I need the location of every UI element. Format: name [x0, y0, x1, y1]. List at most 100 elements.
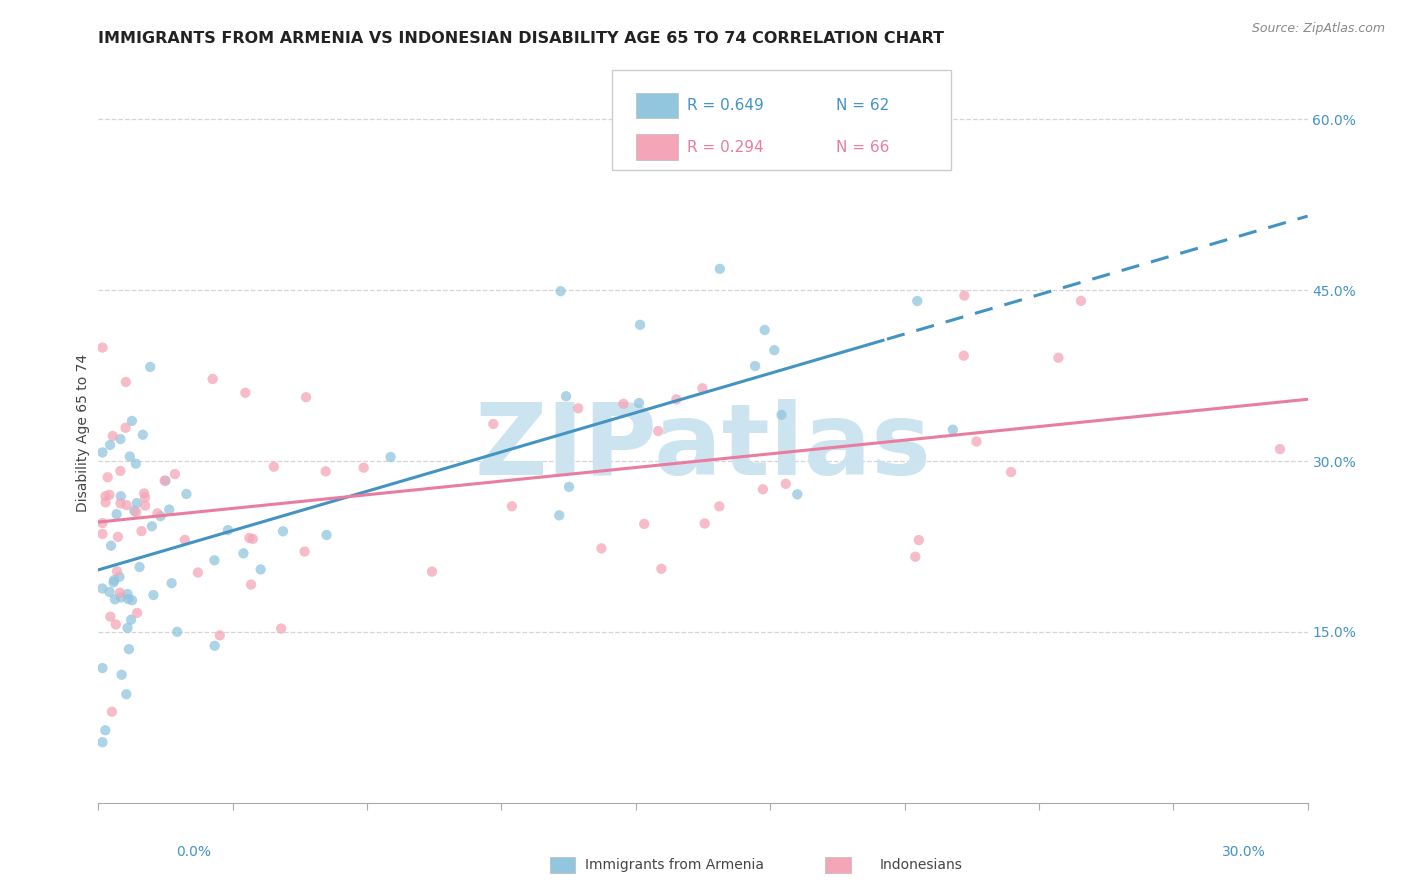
Point	[555, 389, 578, 403]
Point	[942, 423, 965, 437]
Point	[118, 450, 141, 464]
Point	[263, 459, 285, 474]
Point	[752, 483, 775, 497]
Point	[103, 573, 125, 587]
Point	[1268, 442, 1291, 456]
Point	[420, 565, 443, 579]
Text: 30.0%: 30.0%	[1222, 845, 1265, 859]
Point	[754, 323, 776, 337]
Text: IMMIGRANTS FROM ARMENIA VS INDONESIAN DISABILITY AGE 65 TO 74 CORRELATION CHART: IMMIGRANTS FROM ARMENIA VS INDONESIAN DI…	[98, 31, 945, 46]
Point	[101, 429, 124, 443]
Point	[117, 621, 139, 635]
Point	[270, 622, 292, 636]
FancyBboxPatch shape	[637, 135, 678, 160]
Point	[105, 565, 128, 579]
Point	[204, 639, 226, 653]
Point	[139, 359, 162, 374]
Text: N = 62: N = 62	[837, 98, 889, 113]
Point	[187, 566, 209, 580]
Point	[134, 491, 156, 505]
Point	[114, 375, 136, 389]
Point	[108, 586, 131, 600]
Point	[1000, 465, 1022, 479]
Point	[558, 480, 581, 494]
Point	[110, 464, 132, 478]
Point	[242, 532, 264, 546]
Point	[567, 401, 589, 416]
Text: Source: ZipAtlas.com: Source: ZipAtlas.com	[1251, 22, 1385, 36]
Point	[115, 498, 138, 512]
Point	[141, 519, 163, 533]
Point	[176, 487, 198, 501]
Point	[110, 667, 132, 681]
Text: Immigrants from Armenia: Immigrants from Armenia	[585, 858, 765, 872]
Point	[628, 318, 651, 332]
Point	[650, 562, 672, 576]
Point	[775, 476, 797, 491]
Point	[91, 582, 114, 596]
Point	[122, 504, 145, 518]
Point	[633, 516, 655, 531]
Point	[647, 424, 669, 438]
Point	[295, 390, 318, 404]
Point	[155, 474, 177, 488]
FancyBboxPatch shape	[613, 70, 950, 169]
Point	[100, 539, 122, 553]
Point	[905, 293, 928, 308]
Point	[91, 735, 114, 749]
Point	[217, 523, 239, 537]
Point	[249, 562, 271, 576]
Point	[121, 593, 143, 607]
Point	[94, 489, 117, 503]
Point	[965, 434, 987, 449]
Point	[201, 372, 224, 386]
Text: ZIPatlas: ZIPatlas	[475, 399, 931, 496]
Point	[786, 487, 808, 501]
Point	[132, 486, 155, 500]
Point	[744, 359, 766, 373]
Point	[163, 467, 186, 481]
Point	[97, 470, 120, 484]
Point	[142, 588, 165, 602]
Point	[709, 500, 731, 514]
Point	[173, 533, 195, 547]
Point	[315, 464, 337, 478]
Point	[380, 450, 402, 464]
Point	[232, 546, 254, 560]
Text: R = 0.294: R = 0.294	[688, 139, 763, 154]
Point	[98, 609, 121, 624]
Point	[235, 385, 257, 400]
Point	[98, 585, 121, 599]
Text: Indonesians: Indonesians	[880, 858, 962, 872]
Point	[131, 524, 153, 538]
Point	[94, 495, 117, 509]
Point	[238, 531, 260, 545]
Point	[770, 408, 793, 422]
Point	[153, 474, 176, 488]
Point	[353, 460, 375, 475]
Point	[612, 397, 634, 411]
Point	[904, 549, 927, 564]
Point	[91, 661, 114, 675]
Point	[91, 341, 114, 355]
Point	[294, 544, 316, 558]
Point	[125, 496, 148, 510]
Point	[98, 438, 121, 452]
Point	[115, 687, 138, 701]
Point	[591, 541, 613, 556]
Point	[108, 570, 131, 584]
Point	[315, 528, 337, 542]
Point	[208, 628, 231, 642]
Point	[693, 516, 716, 531]
Point	[548, 508, 571, 523]
Text: N = 66: N = 66	[837, 139, 890, 154]
Point	[709, 261, 731, 276]
Point	[627, 396, 650, 410]
FancyBboxPatch shape	[637, 93, 678, 118]
Point	[125, 505, 148, 519]
Point	[146, 506, 169, 520]
Point	[240, 577, 263, 591]
Point	[550, 284, 572, 298]
Point	[501, 500, 523, 514]
Point	[110, 591, 132, 605]
